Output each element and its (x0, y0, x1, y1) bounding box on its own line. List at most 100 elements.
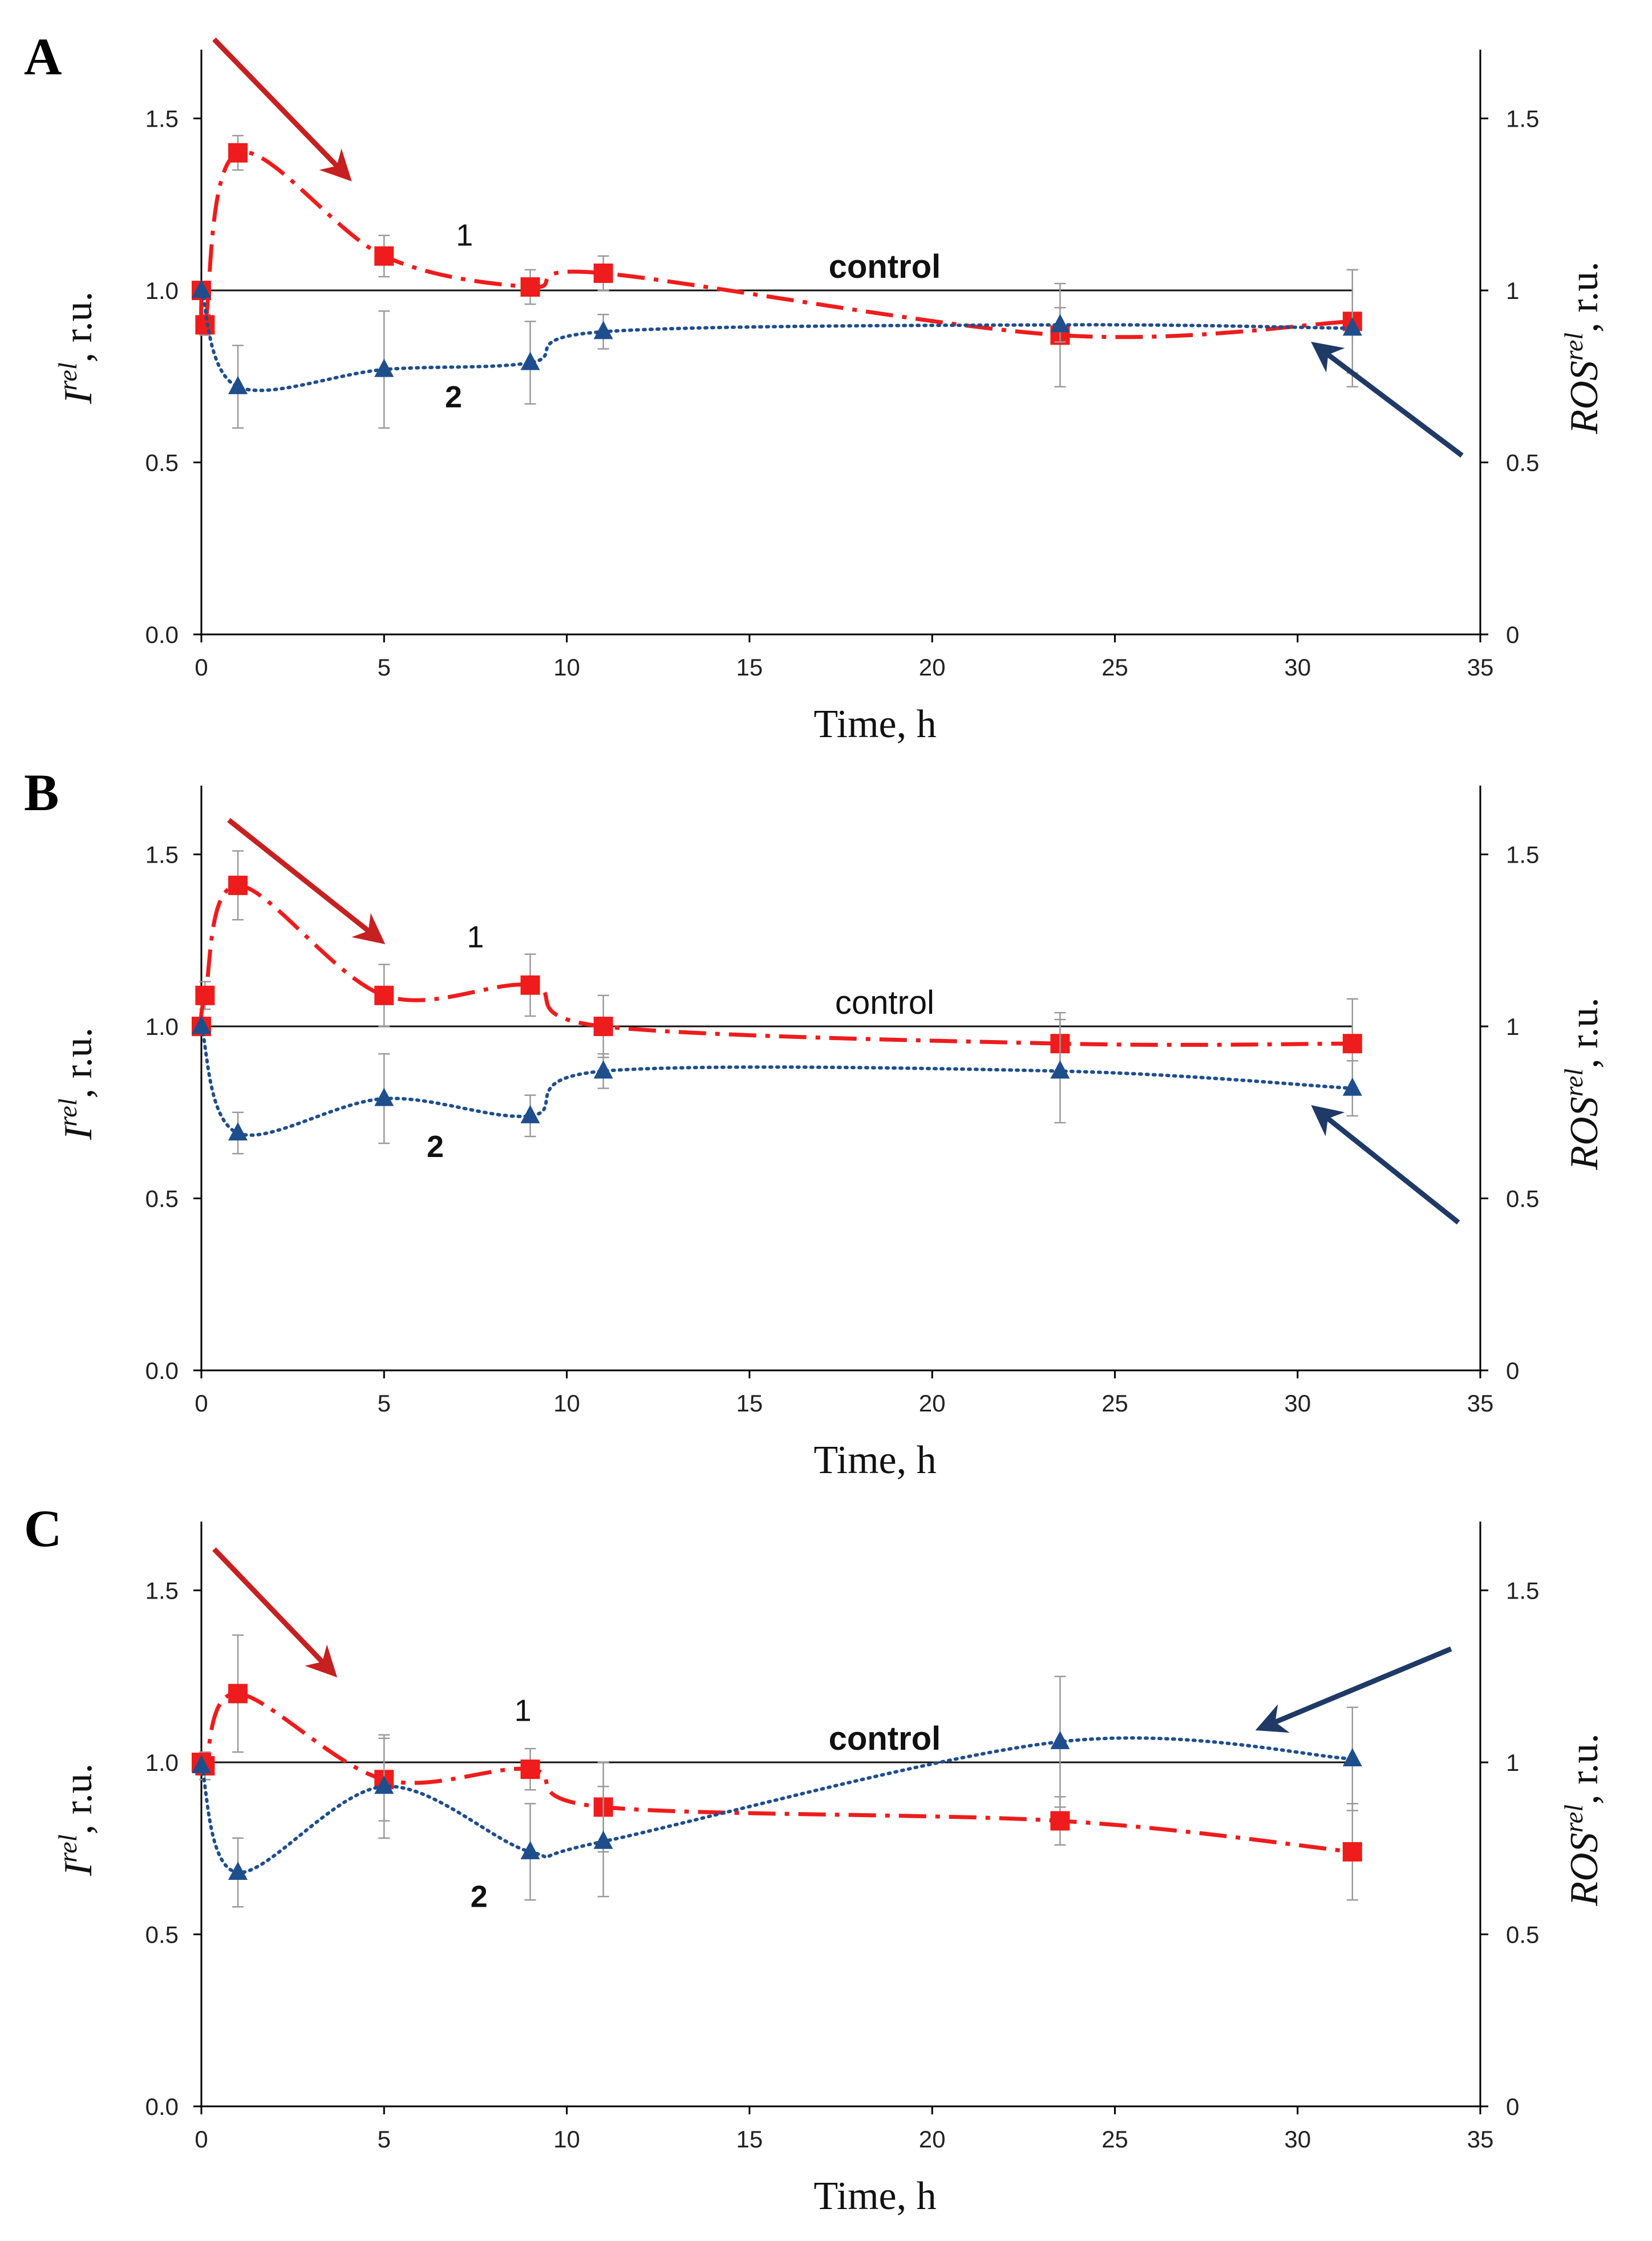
data-point-triangle (593, 1060, 613, 1079)
x-tick-label: 10 (553, 654, 580, 681)
x-tick-label: 15 (736, 2126, 763, 2153)
blue-arrow (1255, 1646, 1452, 1733)
x-tick-label: 35 (1467, 1390, 1494, 1417)
blue-arrow (1311, 342, 1464, 458)
series-2 (192, 1676, 1362, 1908)
panel-letter: C (24, 1499, 62, 1558)
data-point-square (520, 1759, 540, 1779)
data-point-triangle (1342, 1748, 1362, 1767)
y-tick-label-left: 1.5 (145, 1577, 179, 1604)
y-axis-title-left: Irel, r.u. (53, 1763, 100, 1876)
data-point-square (520, 277, 540, 297)
x-tick-label: 20 (919, 2126, 946, 2153)
y-tick-label-left: 0.5 (145, 1922, 179, 1948)
series-1 (192, 1634, 1362, 1901)
x-tick-label: 20 (919, 1390, 946, 1417)
y-tick-label-left: 1.0 (145, 277, 179, 304)
y-tick-label-left: 0.0 (145, 2093, 179, 2120)
y-axis-title-left: Irel, r.u. (53, 1028, 100, 1140)
data-point-triangle (228, 375, 248, 394)
data-point-square (1050, 1811, 1070, 1831)
series-line (200, 289, 1354, 393)
y-tick-label-left: 0.5 (145, 450, 179, 476)
y-tick-label-right: 0 (1506, 2093, 1519, 2120)
data-point-triangle (192, 280, 211, 298)
control-label: control (829, 1720, 941, 1757)
x-tick-label: 35 (1467, 654, 1494, 681)
series-line (200, 1736, 1354, 1875)
x-tick-label: 5 (378, 2126, 391, 2153)
chart-panel-c: C 0.0 0 0.5 0.5 1.0 1 1.5 1.5 0 5 10 15 20 25 30 35 Time,… (24, 1499, 1606, 2218)
x-tick-label: 30 (1284, 2126, 1311, 2153)
red-arrow (212, 1547, 338, 1678)
data-point-triangle (1342, 1077, 1362, 1096)
x-tick-label: 0 (195, 1390, 208, 1417)
y-axis-title-right: ROSrel, r.u. (1559, 1733, 1606, 1906)
data-point-triangle (1342, 317, 1362, 336)
y-tick-label-left: 0.5 (145, 1186, 179, 1212)
data-point-square (593, 1017, 613, 1037)
data-point-square (228, 143, 248, 163)
x-axis-title: Time, h (813, 702, 936, 746)
y-tick-label-right: 1 (1506, 1749, 1519, 1776)
y-tick-label-right: 1 (1506, 1013, 1519, 1040)
data-point-triangle (1050, 314, 1070, 333)
series-line (199, 149, 1353, 339)
data-point-triangle (374, 1087, 394, 1106)
y-axis-title-right: ROSrel, r.u. (1559, 261, 1606, 434)
x-tick-label: 5 (378, 1390, 391, 1417)
control-label: control (829, 248, 941, 285)
data-point-triangle (228, 1862, 248, 1880)
data-point-triangle (374, 358, 394, 377)
y-tick-label-left: 1.5 (145, 106, 179, 132)
series-1 (192, 135, 1362, 388)
y-tick-label-right: 0.5 (1506, 1186, 1539, 1212)
x-tick-label: 25 (1102, 2126, 1128, 2153)
data-point-triangle (1050, 1730, 1070, 1749)
series-1-label: 1 (515, 1694, 532, 1728)
x-tick-label: 30 (1284, 654, 1311, 681)
chart-panel-a: A 0.0 0 0.5 0.5 1.0 1 1.5 1.5 0 5 10 15 20 25 30 35 Time,… (24, 27, 1606, 746)
x-tick-label: 15 (736, 654, 763, 681)
series-1-label: 1 (467, 920, 484, 954)
y-tick-label-right: 0.5 (1506, 1922, 1539, 1948)
series-2-label: 2 (445, 380, 462, 414)
chart-panel-b: B 0.0 0 0.5 0.5 1.0 1 1.5 1.5 0 5 10 15 20 25 30 35 Time,… (24, 763, 1606, 1482)
data-point-square (228, 1684, 248, 1704)
control-label: control (835, 984, 934, 1021)
red-arrow (212, 37, 352, 181)
series-line (199, 1691, 1353, 1854)
panel-letter: A (24, 27, 62, 86)
data-point-square (593, 263, 613, 283)
x-tick-label: 25 (1102, 1390, 1128, 1417)
x-axis-title: Time, h (813, 1438, 936, 1482)
series-2-label: 2 (471, 1879, 488, 1914)
data-point-triangle (192, 1016, 211, 1034)
series-2-label: 2 (427, 1130, 444, 1164)
data-point-square (228, 875, 248, 895)
data-point-square (374, 985, 394, 1005)
series-1-label: 1 (456, 219, 473, 253)
x-tick-label: 10 (553, 1390, 580, 1417)
x-tick-label: 0 (195, 654, 208, 681)
y-axis-title-right: ROSrel, r.u. (1559, 997, 1606, 1170)
series-line (199, 883, 1353, 1047)
x-tick-label: 15 (736, 1390, 763, 1417)
data-point-triangle (520, 1105, 540, 1123)
data-point-square (1342, 1842, 1362, 1862)
data-point-square (195, 985, 215, 1005)
y-tick-label-right: 0 (1506, 1357, 1519, 1384)
y-tick-label-left: 1.0 (145, 1013, 179, 1040)
y-tick-label-left: 0.0 (145, 621, 179, 648)
data-point-triangle (1050, 1060, 1070, 1079)
data-point-square (520, 975, 540, 995)
data-point-triangle (520, 1840, 540, 1859)
y-axis-title-left: Irel, r.u. (53, 292, 100, 404)
series-2 (192, 1016, 1362, 1155)
red-arrow (227, 818, 386, 945)
data-point-triangle (520, 351, 540, 370)
y-tick-label-left: 0.0 (145, 1357, 179, 1384)
y-tick-label-right: 1 (1506, 277, 1519, 304)
data-point-triangle (593, 1830, 613, 1849)
data-point-square (1342, 1034, 1362, 1054)
